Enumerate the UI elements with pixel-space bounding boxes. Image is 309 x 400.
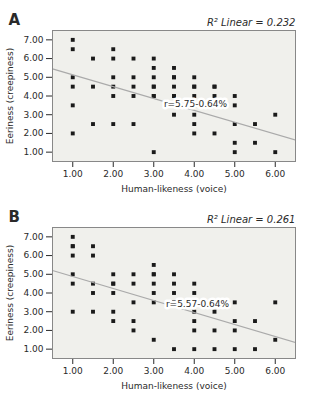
svg-text:4.00: 4.00	[184, 366, 204, 376]
svg-text:Human-likeness (voice): Human-likeness (voice)	[121, 184, 226, 194]
svg-text:R² Linear = 0.232: R² Linear = 0.232	[207, 17, 296, 28]
svg-text:3.00: 3.00	[144, 169, 164, 179]
svg-text:Eeriness (creepiness): Eeriness (creepiness)	[5, 48, 15, 144]
svg-text:2.00: 2.00	[103, 169, 123, 179]
svg-text:B: B	[9, 208, 20, 226]
svg-text:r=5.75-0.64%: r=5.75-0.64%	[164, 99, 228, 109]
svg-text:2.00: 2.00	[23, 325, 43, 335]
svg-text:Human-likeness (voice): Human-likeness (voice)	[121, 381, 226, 391]
svg-text:6.00: 6.00	[265, 366, 285, 376]
svg-text:3.00: 3.00	[23, 307, 43, 317]
svg-text:1.00: 1.00	[63, 366, 83, 376]
svg-text:2.00: 2.00	[23, 128, 43, 138]
svg-text:1.00: 1.00	[63, 169, 83, 179]
svg-text:A: A	[9, 11, 21, 29]
svg-text:6.00: 6.00	[265, 169, 285, 179]
svg-text:2.00: 2.00	[103, 366, 123, 376]
svg-text:3.00: 3.00	[23, 110, 43, 120]
svg-text:Eeriness (creepiness): Eeriness (creepiness)	[5, 245, 15, 341]
svg-text:5.00: 5.00	[225, 169, 245, 179]
svg-text:r=5.57-0.64%: r=5.57-0.64%	[166, 299, 230, 309]
svg-text:4.00: 4.00	[23, 91, 43, 101]
svg-text:1.00: 1.00	[23, 344, 43, 354]
svg-text:4.00: 4.00	[184, 169, 204, 179]
svg-text:R² Linear = 0.261: R² Linear = 0.261	[207, 214, 296, 225]
svg-text:6.00: 6.00	[23, 250, 43, 260]
svg-text:5.00: 5.00	[225, 366, 245, 376]
svg-text:6.00: 6.00	[23, 53, 43, 63]
svg-text:5.00: 5.00	[23, 72, 43, 82]
svg-text:5.00: 5.00	[23, 269, 43, 279]
svg-text:7.00: 7.00	[23, 232, 43, 242]
svg-text:1.00: 1.00	[23, 147, 43, 157]
svg-text:4.00: 4.00	[23, 288, 43, 298]
svg-text:3.00: 3.00	[144, 366, 164, 376]
svg-text:7.00: 7.00	[23, 35, 43, 45]
